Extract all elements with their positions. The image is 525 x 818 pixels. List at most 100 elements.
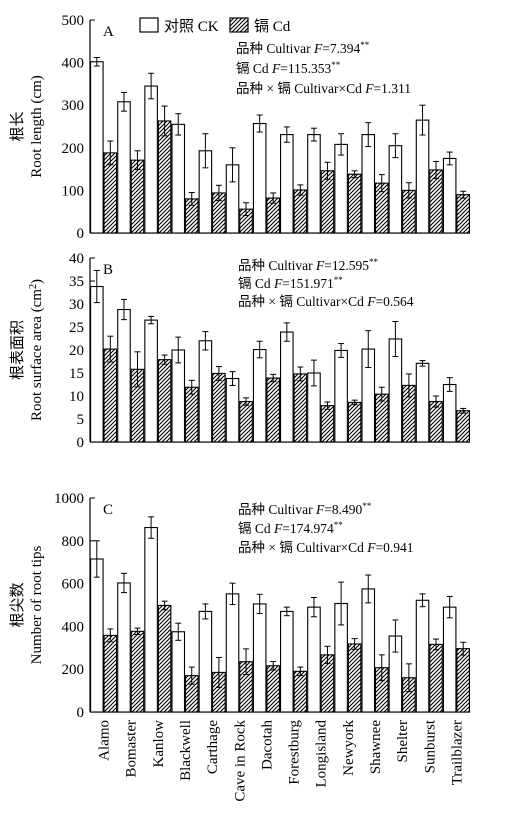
bar-cd	[429, 400, 443, 443]
bar-ck	[388, 145, 403, 234]
y-tick-label: 25	[69, 320, 84, 336]
bar-ck	[144, 319, 158, 443]
y-tick-label: 800	[62, 534, 85, 550]
bar-cd	[239, 400, 253, 443]
bar-cd	[103, 348, 118, 443]
bar-ck	[415, 119, 430, 234]
bar-cd	[320, 170, 335, 234]
bar-cd	[293, 189, 308, 234]
legend-ck-label: 对照 CK	[164, 18, 219, 35]
bar-ck	[198, 340, 213, 443]
bar-ck	[361, 588, 376, 713]
bar-ck	[442, 383, 457, 443]
bar-ck	[252, 348, 267, 443]
bar-ck	[144, 85, 158, 234]
y-tick-label: 200	[62, 141, 85, 157]
y-axis-label-en: Root length (cm)	[29, 75, 45, 177]
y-tick-label: 0	[77, 705, 85, 721]
bar-cd	[293, 373, 308, 443]
stat-annotation: 品种 Cultivar F=7.394**	[236, 40, 370, 56]
y-tick-label: 5	[77, 412, 85, 428]
x-category-label: Longisland	[314, 720, 330, 788]
y-tick-label: 30	[69, 297, 84, 313]
bar-ck	[442, 157, 457, 234]
stat-annotation: 品种 Cultivar F=12.595**	[238, 257, 379, 273]
bar-cd	[429, 169, 443, 234]
y-tick-label: 0	[77, 226, 85, 242]
bar-ck	[117, 582, 131, 713]
legend-cd-label: 镉 Cd	[254, 18, 291, 35]
bar-ck	[171, 349, 186, 443]
bar-cd	[184, 386, 199, 443]
bar-ck	[361, 134, 376, 234]
bar-cd	[320, 405, 335, 443]
legend: 对照 CK 镉 Cd	[139, 17, 291, 35]
legend-ck-swatch	[139, 17, 159, 33]
y-axis-label-en: Root surface area (cm2)	[28, 279, 45, 421]
x-category-label: Alamo	[97, 720, 113, 761]
bar-ck	[280, 134, 294, 234]
bar-ck	[144, 526, 158, 713]
x-category-label: Dacotah	[259, 720, 275, 770]
x-category-label: Bomaster	[124, 720, 140, 778]
bar-cd	[266, 377, 280, 443]
y-tick-label: 200	[62, 662, 85, 678]
bar-cd	[130, 630, 145, 713]
bar-cd	[429, 643, 443, 713]
stat-annotation: 品种 × 镉 Cultivar×Cd F=0.941	[238, 540, 413, 555]
bar-ck	[307, 134, 321, 234]
panel-b: 0 5 10 15 20 25 30 35 40 B 根表面积 Root surface area (…	[9, 251, 470, 451]
bar-cd	[347, 401, 362, 443]
bar-ck	[171, 123, 186, 234]
x-category-label: Cave in Rock	[232, 720, 248, 802]
bar-ck	[90, 558, 104, 713]
bar-cd	[212, 372, 226, 443]
panel-label: C	[103, 502, 113, 518]
y-tick-label: 10	[69, 389, 84, 405]
y-tick-label: 15	[69, 366, 84, 382]
panel-a: 0 100 200 300 400 500 A 根长 Root length (cm) 品种 Cu…	[9, 13, 470, 242]
bar-cd	[103, 634, 118, 713]
y-axis-label-cn: 根长	[9, 111, 26, 141]
bar-ck	[90, 61, 104, 234]
bar-ck	[252, 122, 267, 234]
y-tick-label: 0	[77, 435, 85, 451]
y-tick-label: 20	[69, 343, 84, 359]
x-category-label: Sunburst	[422, 719, 438, 773]
bar-cd	[157, 604, 172, 713]
bar-cd	[266, 665, 280, 713]
bar-cd	[157, 359, 172, 443]
y-tick-label: 600	[62, 577, 85, 593]
panel-c: 0 200 400 600 800 1000 C 根尖数 Number of root tips…	[9, 491, 470, 721]
stat-annotation: 镉 Cd F=115.353**	[236, 60, 341, 76]
bar-ck	[225, 593, 240, 713]
bar-cd	[347, 643, 362, 713]
bar-ck	[307, 606, 321, 713]
y-axis-label-cn: 根表面积	[9, 320, 26, 380]
bar-ck	[334, 143, 348, 234]
x-category-label: Kanlow	[151, 720, 167, 768]
bar-ck	[415, 599, 430, 713]
bar-ck	[280, 331, 294, 443]
bar-ck	[117, 308, 131, 443]
bar-cd	[456, 410, 470, 443]
bar-ck	[225, 377, 240, 443]
x-category-label: Shawnee	[368, 720, 384, 774]
x-category-label: Newyork	[341, 720, 357, 776]
x-category-label: Trailblazer	[449, 720, 465, 785]
panel-label: B	[103, 262, 113, 278]
bar-ck	[280, 610, 294, 713]
x-category-label: Carthage	[205, 720, 221, 774]
bar-cd	[293, 670, 308, 713]
bar-ck	[415, 362, 430, 443]
y-axis-label-cn: 根尖数	[9, 582, 26, 627]
y-tick-label: 400	[62, 56, 85, 72]
y-tick-label: 400	[62, 619, 85, 635]
y-tick-label: 500	[62, 13, 85, 29]
bar-ck	[171, 631, 186, 713]
y-axis-label-en: Number of root tips	[29, 545, 45, 664]
bar-cd	[130, 159, 145, 234]
stat-annotation: 镉 Cd F=151.971**	[238, 275, 343, 291]
